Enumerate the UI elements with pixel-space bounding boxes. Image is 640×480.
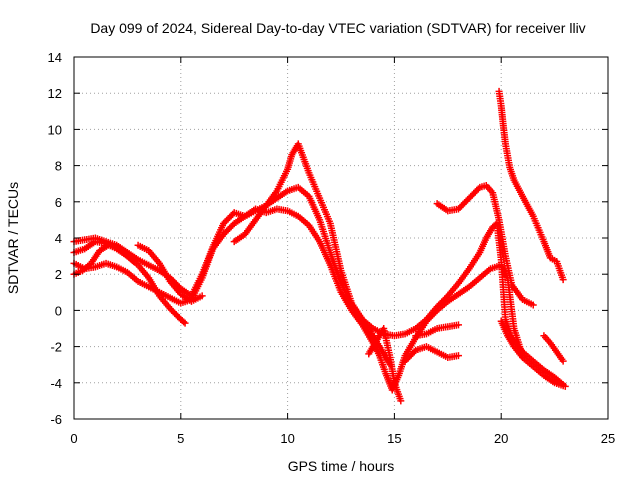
- y-tick-label: 4: [55, 231, 62, 246]
- data-point: [559, 276, 567, 284]
- y-tick-label: 14: [48, 50, 62, 65]
- series-track-8: [401, 343, 462, 365]
- data-point: [397, 397, 405, 405]
- y-tick-label: 10: [48, 122, 62, 137]
- data-point: [454, 321, 462, 329]
- series-track-7: [365, 325, 405, 405]
- y-tick-label: 2: [55, 267, 62, 282]
- y-tick-label: -6: [50, 412, 62, 427]
- x-tick-label: 0: [70, 431, 77, 446]
- y-tick-label: -4: [50, 376, 62, 391]
- series-track-10: [433, 182, 537, 309]
- data-point: [180, 318, 188, 326]
- data-point: [529, 301, 537, 309]
- tick-labels: 0 5 10 15 20 25 -6 -4 -2 0 2 4 6 8 10 12 14: [48, 50, 616, 446]
- series-track-13: [540, 332, 567, 365]
- series-track-11: [495, 87, 567, 284]
- data-point: [130, 258, 138, 266]
- data-point: [454, 352, 462, 360]
- series-track-6: [230, 140, 394, 369]
- data-points: [70, 87, 569, 405]
- y-tick-label: 12: [48, 86, 62, 101]
- series-track-9: [412, 321, 462, 340]
- x-tick-label: 20: [494, 431, 508, 446]
- chart-title: Day 099 of 2024, Sidereal Day-to-day VTE…: [90, 20, 585, 36]
- x-axis-label: GPS time / hours: [288, 458, 395, 474]
- axis-ticks: [73, 56, 609, 420]
- y-tick-label: 0: [55, 303, 62, 318]
- y-tick-label: 6: [55, 195, 62, 210]
- x-tick-label: 10: [280, 431, 294, 446]
- x-tick-label: 25: [601, 431, 615, 446]
- series-track-5: [70, 241, 138, 278]
- data-point: [559, 357, 567, 365]
- y-axis-label: SDTVAR / TECUs: [5, 182, 21, 294]
- series-track-4: [134, 241, 206, 305]
- x-tick-label: 15: [387, 431, 401, 446]
- series-track-12: [497, 317, 569, 390]
- x-tick-label: 5: [177, 431, 184, 446]
- data-point: [474, 185, 482, 193]
- data-point: [198, 292, 206, 300]
- series-track-2: [70, 205, 527, 394]
- data-point: [410, 348, 418, 356]
- y-tick-label: -2: [50, 340, 62, 355]
- data-point: [561, 382, 569, 390]
- data-point: [181, 319, 189, 327]
- y-tick-label: 8: [55, 159, 62, 174]
